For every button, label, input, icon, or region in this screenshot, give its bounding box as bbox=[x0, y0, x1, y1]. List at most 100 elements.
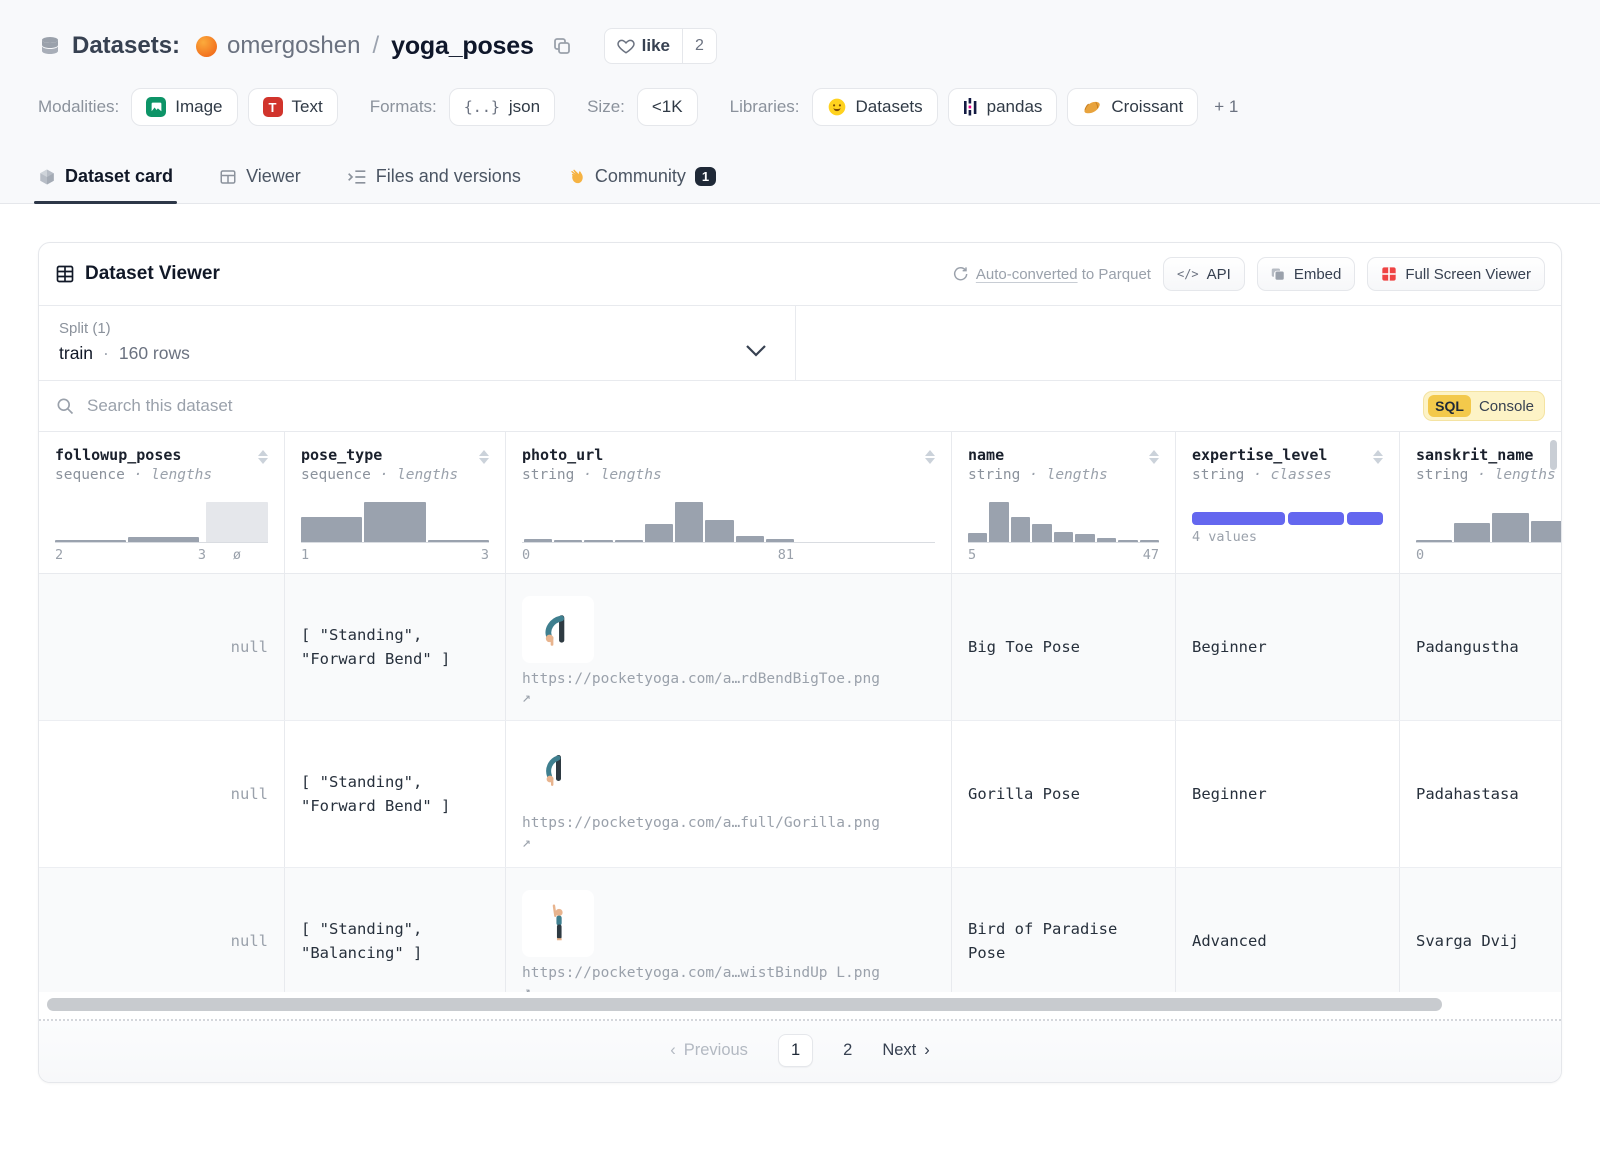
embed-button[interactable]: Embed bbox=[1256, 257, 1356, 291]
external-link-icon[interactable]: ↗ bbox=[522, 688, 532, 706]
pose-thumbnail[interactable] bbox=[536, 743, 580, 807]
horizontal-scrollbar-thumb[interactable] bbox=[47, 998, 1442, 1011]
search-input[interactable] bbox=[87, 396, 1412, 416]
page-1-button[interactable]: 1 bbox=[777, 1034, 814, 1067]
like-button[interactable]: like 2 bbox=[603, 28, 717, 64]
histogram-bar bbox=[765, 539, 794, 542]
column-histogram[interactable]: 5 47 bbox=[968, 497, 1159, 563]
sort-icon[interactable] bbox=[925, 450, 935, 464]
histogram-bar bbox=[1416, 539, 1453, 542]
histogram-bar bbox=[1032, 523, 1052, 542]
previous-page-button[interactable]: ‹ Previous bbox=[670, 1041, 748, 1059]
tab-community[interactable]: Community 1 bbox=[567, 166, 717, 203]
column-name: photo_url bbox=[522, 446, 604, 464]
api-button[interactable]: </> API bbox=[1162, 257, 1245, 291]
column-name: name bbox=[968, 446, 1005, 464]
histogram-bar bbox=[1530, 521, 1561, 542]
table-row[interactable]: null [ "Standing", "Balancing" ] https:/… bbox=[39, 868, 1561, 992]
next-page-button[interactable]: Next › bbox=[882, 1041, 930, 1059]
column-header-photo-url[interactable]: photo_url string · lengths 0 81 bbox=[506, 432, 952, 573]
owner-avatar[interactable] bbox=[196, 35, 218, 57]
owner-link[interactable]: omergoshen bbox=[227, 32, 361, 59]
more-libraries[interactable]: + 1 bbox=[1214, 97, 1239, 116]
photo-url-text[interactable]: https://pocketyoga.com/a…full/Gorilla.pn… bbox=[522, 815, 880, 831]
json-braces-icon: {..} bbox=[463, 98, 500, 116]
pandas-icon bbox=[963, 97, 977, 115]
vertical-scrollbar-thumb[interactable] bbox=[1550, 440, 1557, 470]
external-link-icon[interactable]: ↗ bbox=[522, 833, 532, 851]
croissant-icon bbox=[1084, 101, 1101, 114]
histogram-bar bbox=[1118, 540, 1138, 542]
sql-console-button[interactable]: SQL Console bbox=[1423, 391, 1545, 421]
pose-thumbnail[interactable] bbox=[522, 890, 594, 958]
pose-thumbnail[interactable] bbox=[522, 596, 594, 664]
library-badge-datasets[interactable]: Datasets bbox=[811, 88, 938, 126]
sort-icon[interactable] bbox=[258, 450, 268, 464]
column-header-expertise-level[interactable]: expertise_level string · classes 4 value… bbox=[1176, 432, 1400, 573]
sql-badge: SQL bbox=[1428, 395, 1471, 417]
histogram-bar bbox=[427, 540, 489, 542]
cell-pose-type: [ "Standing", "Forward Bend" ] bbox=[285, 721, 506, 867]
modality-badge-image[interactable]: Image bbox=[131, 88, 238, 126]
column-class-bar[interactable]: 4 values bbox=[1192, 512, 1383, 545]
column-histogram[interactable]: 0 81 bbox=[522, 497, 935, 563]
null-count-bar bbox=[206, 501, 268, 542]
modality-badge-text[interactable]: T Text bbox=[247, 88, 338, 126]
tab-community-label: Community bbox=[594, 166, 686, 186]
format-badge-json[interactable]: {..} json bbox=[448, 88, 556, 126]
library-badge-croissant[interactable]: Croissant bbox=[1067, 88, 1199, 126]
horizontal-scrollbar[interactable] bbox=[39, 992, 1561, 1021]
cell-followup-poses: null bbox=[39, 574, 285, 720]
split-selector[interactable]: Split (1) train · 160 rows bbox=[39, 306, 796, 380]
size-badge[interactable]: <1K bbox=[636, 88, 698, 126]
libraries-label: Libraries: bbox=[729, 97, 800, 116]
datasets-breadcrumb-label[interactable]: Datasets: bbox=[72, 32, 181, 59]
column-header-name[interactable]: name string · lengths 5 47 bbox=[952, 432, 1176, 573]
table-row[interactable]: null [ "Standing", "Forward Bend" ] http… bbox=[39, 574, 1561, 721]
modalities-label: Modalities: bbox=[38, 97, 120, 116]
table-row[interactable]: null [ "Standing", "Forward Bend" ] http… bbox=[39, 721, 1561, 868]
cell-name: Bird of Paradise Pose bbox=[952, 868, 1176, 992]
histogram-bar bbox=[1053, 531, 1074, 542]
page-2-button[interactable]: 2 bbox=[843, 1041, 853, 1059]
modality-text-label: Text bbox=[291, 97, 323, 116]
fullscreen-viewer-button[interactable]: Full Screen Viewer bbox=[1367, 257, 1545, 291]
sort-icon[interactable] bbox=[1373, 450, 1383, 464]
column-histogram[interactable]: 0 bbox=[1416, 497, 1561, 563]
sort-icon[interactable] bbox=[1149, 450, 1159, 464]
tab-dataset-card[interactable]: Dataset card bbox=[33, 166, 178, 204]
column-header-sanskrit-name[interactable]: sanskrit_name string · lengths 0 bbox=[1400, 432, 1561, 573]
metadata-row: Modalities: Image T Text Formats: {..} j… bbox=[38, 88, 1562, 126]
search-icon bbox=[57, 398, 74, 415]
modality-image-label: Image bbox=[175, 97, 223, 116]
copy-repo-name-icon[interactable] bbox=[552, 36, 572, 56]
database-icon bbox=[38, 34, 62, 58]
histogram-bar bbox=[968, 532, 988, 542]
sort-icon[interactable] bbox=[479, 450, 489, 464]
like-count[interactable]: 2 bbox=[682, 29, 716, 63]
fullscreen-grid-icon bbox=[1382, 267, 1397, 281]
histogram-bar bbox=[614, 540, 643, 542]
tab-files-and-versions[interactable]: Files and versions bbox=[347, 166, 521, 203]
tab-viewer[interactable]: Viewer bbox=[219, 166, 301, 203]
dataset-viewer-card: Dataset Viewer Auto-converted to Parquet… bbox=[38, 242, 1562, 1083]
huggingface-icon bbox=[828, 98, 845, 116]
sql-console-label: Console bbox=[1478, 397, 1534, 415]
external-link-icon[interactable]: ↗ bbox=[522, 982, 532, 992]
auto-converted-link[interactable]: Auto-converted bbox=[975, 265, 1078, 283]
photo-url-text[interactable]: https://pocketyoga.com/a…rdBendBigToe.pn… bbox=[522, 671, 880, 686]
repo-name[interactable]: yoga_poses bbox=[391, 31, 534, 60]
split-dot: · bbox=[103, 343, 109, 363]
histogram-bar bbox=[524, 539, 553, 542]
histogram-bar bbox=[1139, 540, 1159, 542]
code-icon: </> bbox=[1176, 267, 1199, 281]
library-badge-pandas[interactable]: pandas bbox=[947, 88, 1058, 126]
photo-url-text[interactable]: https://pocketyoga.com/a…wistBindUp_L.pn… bbox=[522, 965, 880, 980]
file-list-icon bbox=[347, 169, 366, 184]
fullscreen-button-label: Full Screen Viewer bbox=[1405, 265, 1531, 283]
